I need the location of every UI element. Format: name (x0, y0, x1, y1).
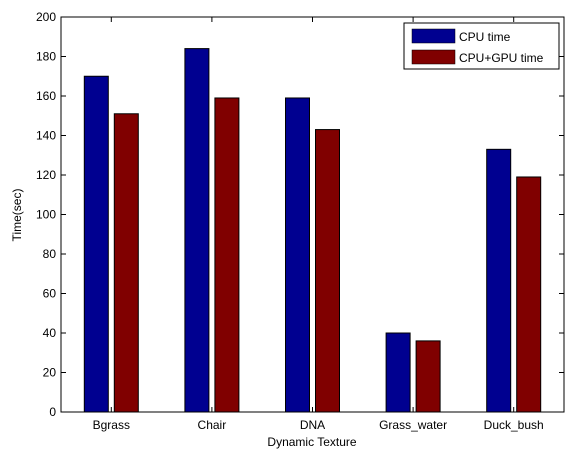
ticks-layer: Bgrass Chair DNA Grass_water Duck_bush 0 20 40 6… (36, 10, 564, 432)
y-tick-label: 160 (36, 89, 56, 103)
bar-duck-bush-series-1 (516, 176, 542, 413)
bar-dna-series-1 (315, 129, 340, 413)
x-tick-label: Grass_water (379, 418, 447, 432)
bars-layer (83, 48, 542, 413)
y-tick-label: 60 (43, 287, 57, 301)
y-tick-label: 180 (36, 50, 56, 64)
y-tick-label: 80 (43, 247, 57, 261)
bar-grass-water-series-1 (415, 340, 441, 413)
x-axis-title: Dynamic Texture (267, 435, 356, 449)
bar-chair-series-0 (184, 48, 210, 413)
y-tick-label: 140 (36, 129, 56, 143)
legend-label-cpu-gpu-time: CPU+GPU time (459, 51, 544, 65)
plot-area (60, 16, 565, 413)
y-tick-label: 40 (43, 326, 57, 340)
x-tick-label: Chair (198, 418, 227, 432)
y-tick-label: 200 (36, 10, 56, 24)
bar-dna-series-0 (285, 97, 310, 413)
bar-grass-water-series-0 (385, 332, 411, 413)
x-tick-label: DNA (300, 418, 325, 432)
y-axis-title: Time(sec) (10, 189, 24, 242)
legend-swatch-cpu-gpu-time (411, 49, 456, 65)
x-tick-label: Bgrass (93, 418, 130, 432)
bar-bgrass-series-1 (113, 113, 139, 413)
y-tick-label: 20 (43, 366, 57, 380)
bar-bgrass-series-0 (83, 75, 109, 413)
legend-label-cpu-time: CPU time (459, 30, 511, 44)
y-tick-label: 0 (49, 405, 56, 419)
y-tick-label: 100 (36, 208, 56, 222)
x-tick-label: Duck_bush (484, 418, 544, 432)
bar-chair-series-1 (214, 97, 240, 413)
legend-swatch-cpu-time (411, 28, 456, 44)
bar-duck-bush-series-0 (486, 148, 512, 413)
legend: CPU time CPU+GPU time (403, 22, 560, 70)
y-tick-label: 120 (36, 168, 56, 182)
